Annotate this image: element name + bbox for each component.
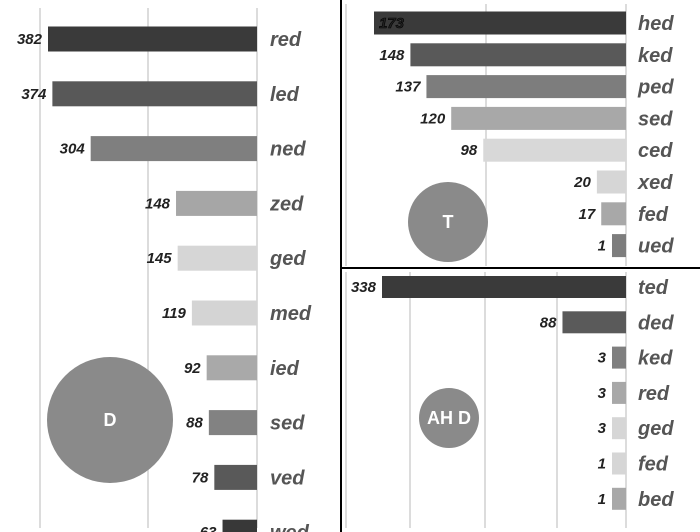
value-label: 1 — [598, 491, 606, 508]
bar — [48, 26, 257, 52]
category-label: ned — [270, 139, 306, 161]
bar — [601, 202, 626, 226]
value-label: 78 — [192, 469, 209, 486]
category-label: sed — [270, 413, 305, 435]
category-label: red — [270, 29, 302, 51]
value-label: 338 — [351, 279, 377, 296]
value-label: 173 — [379, 15, 405, 32]
chart-panel-d: 382 red 374 led 304 ned 148 zed 145 ged 119 med 92 ie… — [17, 8, 312, 532]
group-circle — [419, 388, 479, 448]
category-label: led — [270, 84, 300, 106]
group-circle-label: D — [104, 410, 117, 430]
group-circle — [47, 357, 173, 483]
value-label: 148 — [379, 47, 405, 64]
bar — [177, 245, 257, 271]
category-label: ded — [638, 312, 674, 334]
bar — [191, 300, 257, 326]
value-label: 98 — [461, 142, 478, 159]
category-label: ped — [637, 77, 674, 99]
category-label: ked — [638, 45, 673, 67]
bar — [208, 410, 257, 436]
category-label: red — [638, 383, 670, 405]
value-label: 148 — [145, 195, 171, 212]
value-label: 1 — [598, 456, 606, 473]
category-label: ked — [638, 348, 673, 370]
bar — [612, 487, 626, 510]
value-label: 304 — [60, 141, 86, 158]
value-label: 1 — [598, 238, 606, 255]
value-label: 63 — [200, 524, 217, 532]
category-label: sed — [638, 108, 673, 130]
category-label: ged — [269, 248, 306, 270]
category-label: fed — [638, 454, 669, 476]
category-label: ged — [637, 418, 674, 440]
value-label: 3 — [598, 420, 607, 437]
category-label: ced — [638, 140, 673, 162]
value-label: 20 — [573, 174, 591, 191]
bar — [612, 234, 626, 258]
value-label: 17 — [579, 206, 596, 223]
bar — [612, 452, 626, 475]
bar — [612, 381, 626, 404]
group-circle — [408, 182, 488, 262]
category-label: hed — [638, 13, 674, 35]
value-label: 3 — [598, 385, 607, 402]
value-label: 119 — [162, 305, 187, 322]
value-label: 145 — [147, 250, 173, 267]
bar — [382, 276, 626, 298]
bar — [483, 138, 626, 162]
value-label: 88 — [186, 415, 203, 432]
category-label: ved — [270, 467, 305, 489]
chart-panel-t: 173 hed 148 ked 137 ped 120 sed 98 ced 20 xed 17 fed 1… — [345, 4, 674, 266]
value-label: 92 — [184, 360, 201, 377]
bar — [176, 190, 257, 216]
bar — [612, 417, 626, 440]
bar — [214, 464, 257, 490]
value-label: 120 — [420, 110, 446, 127]
bar — [612, 346, 626, 369]
bar — [52, 81, 257, 107]
bar — [562, 311, 626, 334]
bar — [374, 11, 626, 35]
category-label: zed — [269, 193, 304, 215]
category-label: wed — [270, 522, 310, 532]
value-label: 88 — [540, 314, 557, 331]
value-label: 374 — [21, 86, 47, 103]
bar — [222, 519, 257, 532]
bar — [596, 170, 626, 194]
bar — [451, 106, 626, 130]
category-label: ued — [638, 236, 674, 258]
category-label: med — [270, 303, 312, 325]
category-label: fed — [638, 204, 669, 226]
bar — [90, 136, 258, 162]
category-label: xed — [637, 172, 673, 194]
category-label: ied — [270, 358, 300, 380]
value-label: 3 — [598, 350, 607, 367]
category-label: bed — [638, 489, 674, 511]
bar — [410, 43, 626, 67]
value-label: 137 — [395, 79, 421, 96]
group-circle-label: T — [443, 212, 454, 232]
chart-panel-ah-d: 338 ted 88 ded 3 ked 3 red 3 ged 1 fed 1 bed AH D — [345, 272, 674, 528]
bar — [206, 355, 257, 381]
value-label: 382 — [17, 31, 43, 48]
bar — [426, 75, 626, 99]
category-label: ted — [638, 277, 669, 299]
group-circle-label: AH D — [427, 408, 471, 428]
